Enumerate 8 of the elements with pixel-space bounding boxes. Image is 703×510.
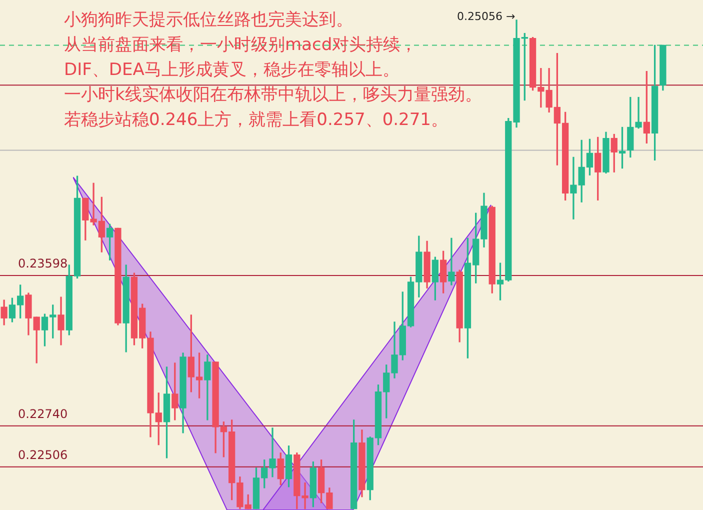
ref-line-label: 0.23598: [18, 256, 68, 271]
annotation: 若稳步站稳0.246上方，就需上看0.257、0.271。: [64, 109, 450, 132]
ref-line-label: 0.22506: [18, 448, 68, 462]
annotation: DIF、DEA马上形成黄叉，稳步在零轴以上。: [64, 59, 400, 82]
annotation: 小狗狗昨天提示低位丝路也完美达到。: [64, 10, 353, 30]
annotation: 0.25056 →: [457, 10, 516, 23]
annotation: 一小时k线实体收阳在布林带中轨以上，哆头力量强劲。: [64, 84, 482, 107]
ref-line-label: 0.22740: [18, 407, 68, 421]
